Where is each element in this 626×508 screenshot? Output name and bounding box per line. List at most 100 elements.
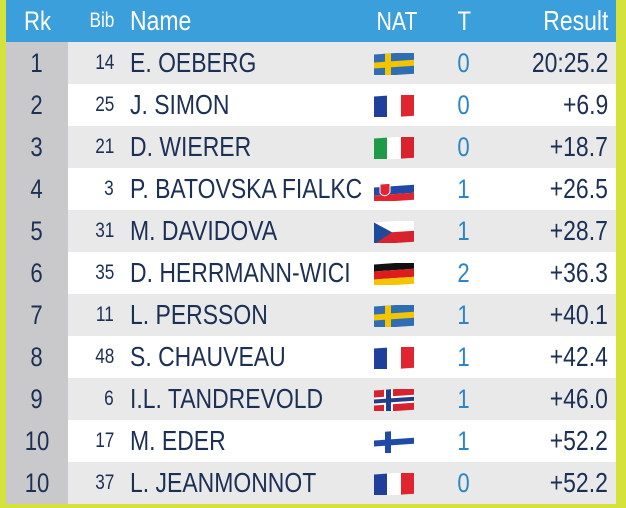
result-row: 3 21 D. WIERER 0 +18.7 [6, 126, 616, 168]
flag-icon [374, 471, 414, 497]
result-row: 10 17 M. EDER 1 +52.2 [6, 420, 616, 462]
rk: 1 [30, 48, 44, 78]
result-row: 5 31 M. DAVIDOVA 1 +28.7 [6, 210, 616, 252]
t: 1 [457, 174, 471, 204]
t-cell: 1 [446, 294, 482, 336]
rk: 5 [30, 216, 44, 246]
flag [374, 303, 414, 332]
flag [374, 51, 414, 80]
name-cell: M. DAVIDOVA [130, 210, 375, 252]
name: M. DAVIDOVA [130, 215, 278, 246]
bib-cell: 35 [68, 252, 114, 294]
bib-cell: 6 [68, 378, 114, 420]
t: 0 [457, 90, 471, 120]
header-cell: Rk [6, 0, 68, 42]
t-cell: 0 [446, 42, 482, 84]
t: 1 [457, 342, 471, 372]
rk-cell: 8 [6, 336, 68, 378]
rk-cell: 6 [6, 252, 68, 294]
t-cell: 2 [446, 252, 482, 294]
header-nat: NAT [376, 6, 418, 36]
flag [374, 135, 414, 164]
result-cell: 20:25.2 [468, 42, 608, 84]
result-cell: +46.0 [468, 378, 608, 420]
header-result: Result [542, 5, 608, 36]
result: +26.5 [549, 173, 608, 204]
name-cell: L. PERSSON [130, 294, 375, 336]
result-row: 9 6 I.L. TANDREVOLD 1 +46.0 [6, 378, 616, 420]
t: 0 [457, 48, 471, 78]
header-bib: Bib [89, 9, 114, 32]
name: S. CHAUVEAU [130, 341, 286, 372]
header-name: Name [130, 5, 192, 36]
t-cell: 1 [446, 378, 482, 420]
name: I.L. TANDREVOLD [130, 383, 324, 414]
name-cell: P. BATOVSKA FIALKC [130, 168, 375, 210]
result-cell: +52.2 [468, 462, 608, 504]
result-cell: +6.9 [468, 84, 608, 126]
flag-icon [374, 93, 414, 119]
result-cell: +18.7 [468, 126, 608, 168]
header-rk: Rk [23, 6, 51, 36]
bib-cell: 48 [68, 336, 114, 378]
flag-icon [374, 219, 414, 245]
t: 1 [457, 300, 471, 330]
t-cell: 1 [446, 210, 482, 252]
result-row: 10 37 L. JEANMONNOT 0 +52.2 [6, 462, 616, 504]
bib: 17 [94, 429, 114, 452]
flag-icon [374, 345, 414, 371]
name: E. OEBERG [130, 47, 257, 78]
result-cell: +26.5 [468, 168, 608, 210]
bib: 37 [94, 471, 114, 494]
result-row: 7 11 L. PERSSON 1 +40.1 [6, 294, 616, 336]
result-cell: +36.3 [468, 252, 608, 294]
result: +18.7 [549, 131, 608, 162]
name: P. BATOVSKA FIALKC [130, 173, 363, 204]
result: +52.2 [549, 425, 608, 456]
rk-cell: 10 [6, 420, 68, 462]
header-cell: Result [468, 0, 608, 42]
flag [374, 429, 414, 458]
flag [374, 219, 414, 248]
flag-icon [374, 387, 414, 413]
result: 20:25.2 [531, 47, 608, 78]
name: M. EDER [130, 425, 226, 456]
t-cell: 0 [446, 126, 482, 168]
result-row: 8 48 S. CHAUVEAU 1 +42.4 [6, 336, 616, 378]
flag-icon [374, 303, 414, 329]
result-cell: +40.1 [468, 294, 608, 336]
bib-cell: 37 [68, 462, 114, 504]
flag-icon [374, 429, 414, 455]
t: 0 [457, 468, 471, 498]
bib: 21 [94, 135, 114, 158]
flag [374, 93, 414, 122]
header-row: Rk Bib Name NAT T Result [6, 0, 616, 42]
name-cell: E. OEBERG [130, 42, 375, 84]
bib: 14 [94, 51, 114, 74]
rk-cell: 2 [6, 84, 68, 126]
name: D. WIERER [130, 131, 252, 162]
name-cell: S. CHAUVEAU [130, 336, 375, 378]
result: +42.4 [549, 341, 608, 372]
result-row: 4 3 P. BATOVSKA FIALKC 1 +26.5 [6, 168, 616, 210]
t: 2 [457, 258, 471, 288]
header-cell: NAT [372, 0, 420, 42]
bib: 3 [104, 177, 114, 200]
bib-cell: 17 [68, 420, 114, 462]
bib: 48 [94, 345, 114, 368]
rk-cell: 7 [6, 294, 68, 336]
name-cell: D. WIERER [130, 126, 375, 168]
name: L. PERSSON [130, 299, 268, 330]
rk: 4 [30, 174, 44, 204]
result: +52.2 [549, 467, 608, 498]
flag-icon [374, 177, 414, 203]
t: 1 [457, 384, 471, 414]
result-row: 1 14 E. OEBERG 0 20:25.2 [6, 42, 616, 84]
result: +40.1 [549, 299, 608, 330]
t-cell: 1 [446, 168, 482, 210]
header-cell: T [446, 0, 482, 42]
result: +28.7 [549, 215, 608, 246]
bib: 35 [94, 261, 114, 284]
name: J. SIMON [130, 89, 230, 120]
